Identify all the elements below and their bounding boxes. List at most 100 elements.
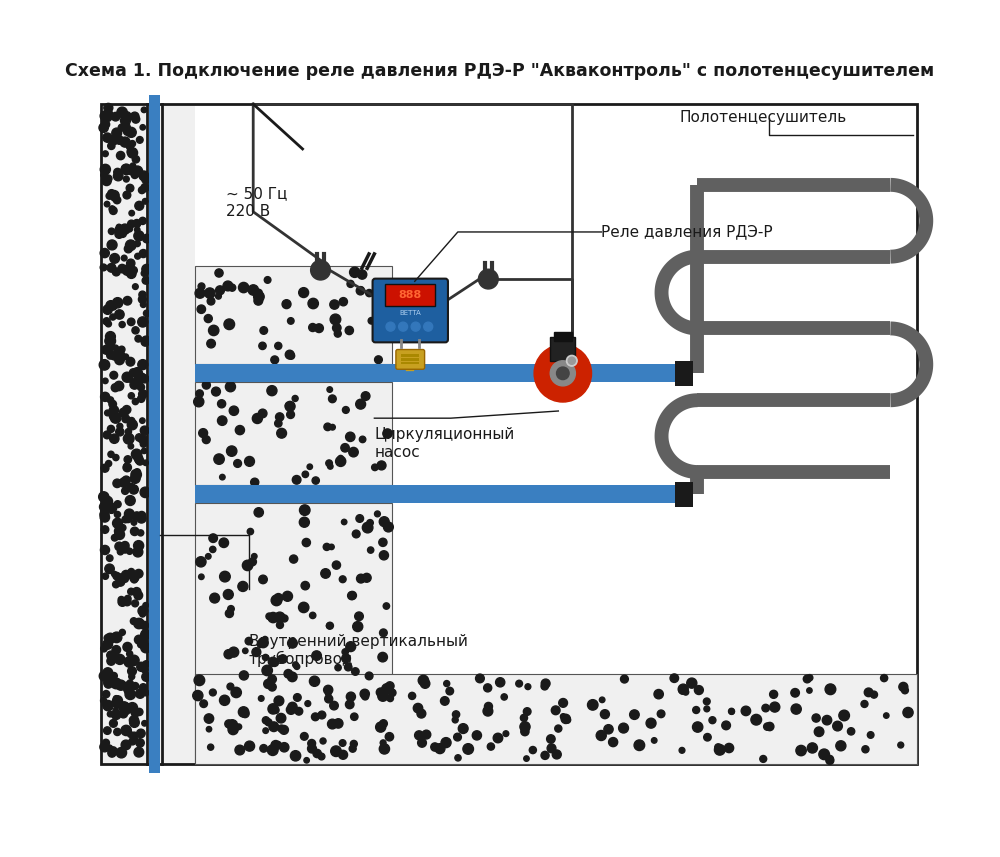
Circle shape <box>299 518 309 527</box>
Circle shape <box>138 512 146 519</box>
Circle shape <box>115 655 125 664</box>
Circle shape <box>704 706 710 712</box>
Circle shape <box>420 679 430 688</box>
Circle shape <box>550 361 575 386</box>
Circle shape <box>275 342 282 350</box>
Circle shape <box>541 752 549 759</box>
Circle shape <box>290 555 298 563</box>
Circle shape <box>417 710 426 718</box>
Circle shape <box>825 684 836 695</box>
Circle shape <box>116 428 124 436</box>
Circle shape <box>132 327 139 334</box>
Circle shape <box>119 230 126 237</box>
Circle shape <box>104 727 111 734</box>
Circle shape <box>455 755 461 761</box>
Circle shape <box>376 722 386 732</box>
Circle shape <box>360 689 369 698</box>
Circle shape <box>496 678 505 687</box>
Circle shape <box>115 309 124 319</box>
Circle shape <box>330 424 335 430</box>
Circle shape <box>139 291 146 298</box>
Circle shape <box>899 682 908 692</box>
Circle shape <box>101 393 110 401</box>
Circle shape <box>132 600 139 607</box>
Circle shape <box>347 280 354 287</box>
Circle shape <box>254 297 263 305</box>
Circle shape <box>262 665 272 675</box>
Circle shape <box>103 700 113 710</box>
Bar <box>195 674 917 764</box>
Circle shape <box>117 548 124 554</box>
Circle shape <box>670 674 679 682</box>
Circle shape <box>137 373 146 383</box>
Circle shape <box>108 142 115 149</box>
Circle shape <box>109 303 117 310</box>
Circle shape <box>484 703 492 710</box>
Circle shape <box>724 743 734 752</box>
Circle shape <box>458 723 468 734</box>
Circle shape <box>100 165 110 175</box>
Circle shape <box>523 708 531 716</box>
Circle shape <box>722 721 730 729</box>
Circle shape <box>130 381 139 389</box>
Circle shape <box>646 718 656 728</box>
Circle shape <box>134 569 143 578</box>
Circle shape <box>129 656 139 666</box>
Circle shape <box>324 686 333 694</box>
Circle shape <box>134 591 143 600</box>
Circle shape <box>116 225 122 230</box>
Circle shape <box>126 128 136 137</box>
Circle shape <box>143 310 150 316</box>
Circle shape <box>107 678 115 686</box>
Circle shape <box>520 715 528 722</box>
Circle shape <box>791 704 801 714</box>
Circle shape <box>135 458 141 464</box>
Circle shape <box>320 738 326 744</box>
Circle shape <box>208 744 214 750</box>
Circle shape <box>679 747 685 753</box>
Circle shape <box>274 612 285 623</box>
Circle shape <box>375 511 380 517</box>
Circle shape <box>100 512 110 522</box>
Circle shape <box>342 654 350 662</box>
Circle shape <box>138 530 144 536</box>
Circle shape <box>359 436 366 443</box>
Circle shape <box>135 434 143 441</box>
Circle shape <box>380 740 386 746</box>
Circle shape <box>225 381 235 392</box>
Bar <box>675 361 693 386</box>
Circle shape <box>870 691 878 698</box>
Circle shape <box>113 696 122 705</box>
Circle shape <box>139 684 147 692</box>
Circle shape <box>124 514 132 523</box>
Circle shape <box>196 390 203 398</box>
Circle shape <box>258 409 267 417</box>
Circle shape <box>109 411 118 420</box>
Circle shape <box>122 415 130 423</box>
Bar <box>101 104 917 764</box>
Circle shape <box>259 575 267 584</box>
Circle shape <box>288 638 297 648</box>
FancyBboxPatch shape <box>373 279 448 342</box>
Circle shape <box>770 702 780 712</box>
Circle shape <box>112 572 117 577</box>
Circle shape <box>350 267 360 278</box>
Circle shape <box>693 706 700 714</box>
Circle shape <box>333 324 341 333</box>
Circle shape <box>131 470 141 480</box>
Circle shape <box>357 574 365 583</box>
Circle shape <box>204 315 212 322</box>
Circle shape <box>224 650 233 659</box>
Text: Реле давления РДЭ-Р: Реле давления РДЭ-Р <box>601 225 773 239</box>
Circle shape <box>307 464 312 470</box>
Circle shape <box>121 111 132 122</box>
Circle shape <box>619 723 628 733</box>
Circle shape <box>111 678 121 689</box>
Circle shape <box>356 286 365 295</box>
Circle shape <box>822 716 832 725</box>
Circle shape <box>452 717 458 723</box>
Circle shape <box>227 446 237 456</box>
Bar <box>101 104 195 764</box>
Circle shape <box>116 152 125 159</box>
Circle shape <box>103 691 110 698</box>
